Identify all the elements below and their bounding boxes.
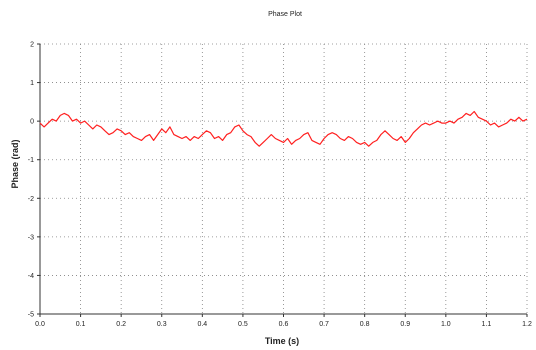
y-tick-label: 0 xyxy=(30,119,34,126)
y-tick-label: -1 xyxy=(28,157,34,164)
x-tick-label: 0.6 xyxy=(279,321,289,328)
x-tick-label: 0.7 xyxy=(319,321,329,328)
x-tick-label: 0.0 xyxy=(35,321,45,328)
axes xyxy=(37,43,528,317)
x-tick-label: 1.0 xyxy=(441,321,451,328)
y-tick-label: -2 xyxy=(28,196,34,203)
x-axis-label: Time (s) xyxy=(265,336,299,346)
x-tick-label: 0.4 xyxy=(197,321,207,328)
x-tick-label: 0.8 xyxy=(360,321,370,328)
grid-layer xyxy=(39,43,528,315)
tick-labels: 0.0 0.1 0.2 0.3 0.4 0.5 0.6 0.7 0.8 0.9 1.0 1.1 1.2 2… xyxy=(28,42,532,329)
x-tick-label: 1.1 xyxy=(482,321,492,328)
x-tick-label: 0.1 xyxy=(76,321,86,328)
y-tick-label: -5 xyxy=(28,312,34,319)
x-tick-label: 1.2 xyxy=(522,321,532,328)
x-tick-label: 0.2 xyxy=(116,321,126,328)
y-tick-label: -3 xyxy=(28,234,34,241)
chart-title: Phase Plot xyxy=(268,11,302,18)
x-tick-label: 0.5 xyxy=(238,321,248,328)
x-tick-label: 0.3 xyxy=(157,321,167,328)
x-tick-label: 0.9 xyxy=(400,321,410,328)
y-tick-label: 1 xyxy=(30,80,34,87)
y-axis-label: Phase (rad) xyxy=(10,139,20,188)
series-layer xyxy=(39,110,528,147)
y-tick-label: -4 xyxy=(28,273,34,280)
y-tick-label: 2 xyxy=(30,42,34,49)
phase-series-line xyxy=(39,110,528,147)
